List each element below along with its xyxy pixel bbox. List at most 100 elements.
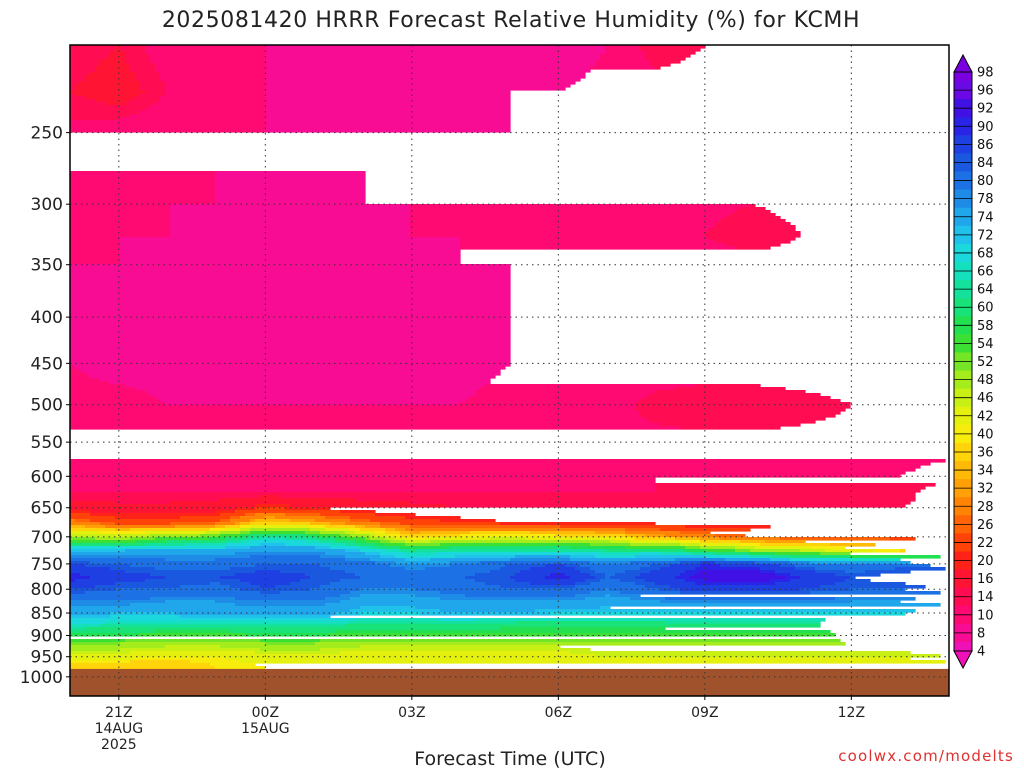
rh-cell [70, 477, 656, 481]
rh-cell [70, 294, 511, 298]
rh-cell [470, 531, 531, 535]
rh-cell [265, 123, 511, 127]
rh-cell [125, 639, 261, 643]
rh-cell [235, 522, 241, 526]
rh-cell [335, 540, 356, 544]
rh-cell [70, 360, 511, 364]
rh-cell [70, 582, 116, 586]
rh-cell [80, 573, 151, 577]
rh-cell [710, 228, 796, 232]
rh-cell [510, 576, 546, 580]
rh-cell [360, 549, 386, 553]
colorbar-swatch [954, 72, 972, 82]
rh-cell [900, 549, 906, 553]
rh-cell [265, 87, 566, 91]
colorbar-swatch [954, 641, 972, 652]
rh-cell [590, 591, 621, 595]
rh-cell [150, 105, 266, 109]
rh-cell [220, 498, 356, 502]
rh-cell [315, 519, 351, 523]
rh-cell [220, 582, 251, 586]
rh-cell [415, 606, 601, 610]
rh-cell [265, 60, 596, 64]
rh-cell [310, 522, 331, 526]
rh-cell [70, 306, 511, 310]
rh-cell [265, 120, 511, 124]
rh-cell [125, 51, 146, 55]
rh-cell [575, 585, 646, 589]
rh-cell [405, 558, 431, 562]
rh-cell [75, 87, 141, 91]
rh-cell [260, 591, 281, 595]
rh-cell [560, 525, 686, 529]
rh-cell [410, 222, 716, 226]
rh-cell [70, 468, 916, 472]
rh-cell [245, 633, 331, 637]
rh-cell [150, 57, 266, 61]
rh-cell [785, 576, 801, 580]
rh-cell [230, 630, 336, 634]
rh-cell [640, 414, 836, 418]
rh-cell [305, 540, 321, 544]
rh-cell [355, 525, 366, 529]
pressure-tick-label: 800 [31, 580, 63, 600]
rh-cell [580, 570, 596, 574]
rh-cell [70, 342, 511, 346]
rh-cell [635, 537, 676, 541]
rh-cell [265, 81, 576, 85]
rh-cell [145, 531, 206, 535]
rh-cell [120, 246, 461, 250]
rh-cell [265, 108, 511, 112]
rh-cell [70, 234, 171, 238]
rh-cell [100, 531, 146, 535]
rh-cell [770, 558, 791, 562]
rh-cell [170, 219, 411, 223]
rh-cell [70, 201, 216, 205]
rh-cell [330, 546, 361, 550]
rh-cell [70, 459, 946, 463]
rh-cell [405, 543, 441, 547]
rh-cell [555, 534, 626, 538]
rh-cell [265, 117, 511, 121]
rh-cell [405, 567, 426, 571]
rh-cell [655, 486, 926, 490]
rh-cell [315, 546, 331, 550]
rh-cell [410, 234, 706, 238]
rh-cell [395, 561, 451, 565]
rh-cell [150, 534, 201, 538]
rh-cell [135, 540, 166, 544]
rh-cell [120, 117, 266, 121]
rh-cell [95, 585, 181, 589]
rh-cell [210, 663, 256, 667]
rh-cell [240, 660, 946, 664]
colorbar-label: 20 [977, 554, 994, 569]
rh-cell [95, 537, 131, 541]
rh-cell [675, 387, 786, 391]
colorbar-label: 10 [977, 608, 994, 623]
rh-cell [630, 540, 681, 544]
rh-cell [355, 531, 376, 535]
rh-cell [245, 537, 261, 541]
rh-cell [690, 576, 786, 580]
rh-cell [585, 597, 631, 601]
rh-cell [70, 387, 136, 391]
rh-cell [475, 393, 651, 397]
rh-cell [360, 576, 466, 580]
rh-cell [790, 561, 811, 565]
rh-cell [70, 378, 101, 382]
colorbar-label: 32 [977, 482, 994, 497]
rh-cell [680, 573, 696, 577]
rh-cell [380, 546, 401, 550]
rh-cell [750, 549, 801, 553]
pressure-tick-label: 650 [31, 499, 63, 519]
rh-cell [145, 48, 266, 52]
rh-cell [605, 549, 686, 553]
rh-cell [170, 213, 411, 217]
rh-cell [330, 522, 346, 526]
rh-cell [410, 531, 421, 535]
rh-cell [70, 543, 146, 547]
rh-cell [70, 663, 211, 667]
rh-cell [190, 660, 241, 664]
rh-cell [715, 222, 791, 226]
rh-cell [205, 531, 221, 535]
